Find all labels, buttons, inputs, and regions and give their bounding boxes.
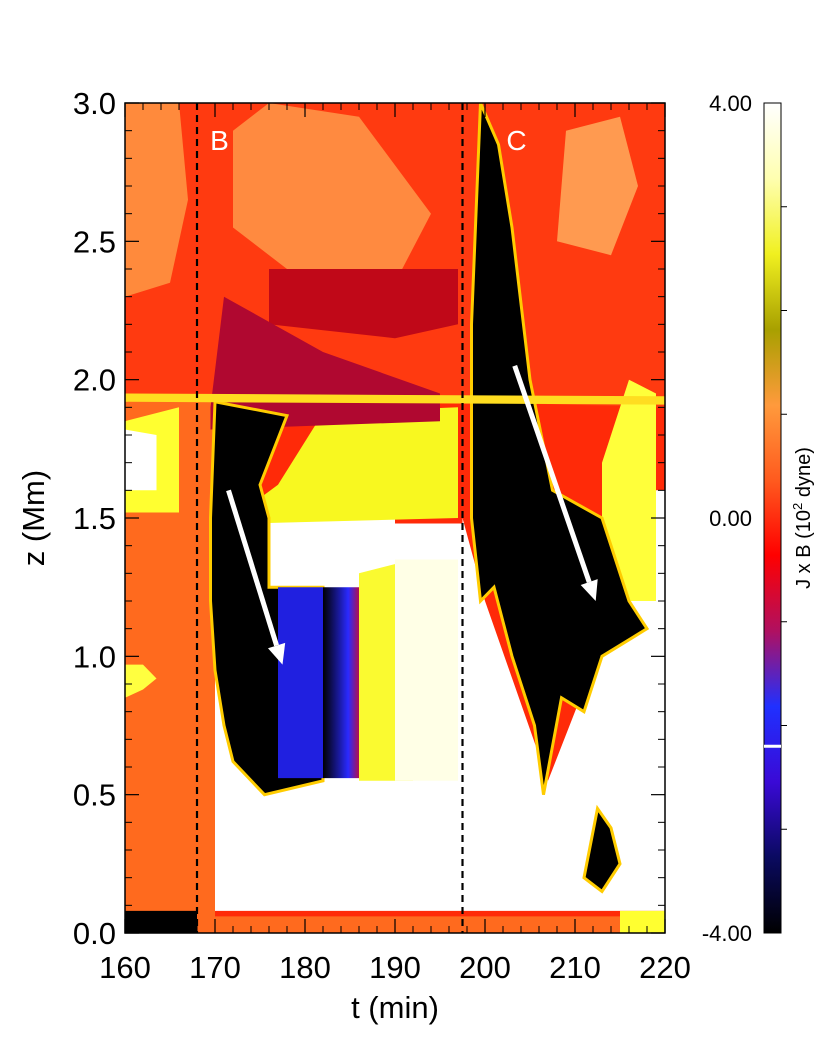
colorbar-label-text: J x B (10 [793,510,815,589]
x-tick-label: 200 [459,950,511,985]
heatmap-region [125,103,188,297]
x-tick-label: 160 [99,950,151,985]
colorbar-tick-label: -4.00 [702,921,752,946]
heatmap-region [125,429,157,491]
x-tick-label: 210 [549,950,601,985]
arrow-head [580,579,598,601]
colorbar-label-superscript: 2 [790,503,805,510]
heatmap-region [582,804,622,894]
colorbar-tick-label: 0.00 [709,506,752,531]
heatmap-region [323,587,359,779]
arrow-shaft [226,489,279,647]
trend-arrows [226,365,598,665]
arrow-head [267,642,286,665]
x-tick-label: 190 [369,950,421,985]
colorbar-label: J x B (102 dyne) [790,447,815,589]
colorbar-label-unit: dyne) [793,447,815,503]
x-axis-label: t (min) [351,990,439,1025]
heatmap-region [233,103,431,283]
y-axis-ticks: 0.0 0.5 1.0 1.5 2.0 2.5 3.0 [73,86,665,951]
y-tick-label: 1.5 [73,501,116,536]
heatmap-region [125,916,620,933]
dashed-lines [195,103,464,933]
colorbar: 4.00 0.00 -4.00 J x B (102 dyne) [702,91,815,946]
colorbar-tick-label: 4.00 [709,91,752,116]
annotation-label: B [210,125,229,156]
x-tick-label: 180 [279,950,331,985]
heatmap-region [470,103,650,795]
y-tick-label: 1.0 [73,639,116,674]
x-axis-ticks: 160 170 180 190 200 210 220 [99,103,691,985]
y-tick-label: 2.0 [73,363,116,398]
heatmap-regions [125,103,665,933]
heatmap-region [125,393,665,405]
colorbar-ticks: 4.00 0.00 -4.00 [702,91,787,946]
x-tick-label: 220 [639,950,691,985]
y-tick-label: 0.0 [73,916,116,951]
heatmap-region [620,910,665,933]
x-tick-label: 170 [189,950,241,985]
heatmap-region [395,559,458,781]
colorbar-gradient [763,102,782,934]
heatmap-region [602,379,656,601]
heatmap-region [125,664,157,698]
y-tick-label: 3.0 [73,86,116,121]
heatmap-region [278,587,323,779]
annotation-label: C [506,125,526,156]
heatmap-region [233,407,458,524]
y-tick-label: 2.5 [73,224,116,259]
arrow-shaft [512,365,592,583]
heatmap-region [557,116,638,256]
y-tick-label: 0.5 [73,778,116,813]
y-axis-label: z (Mm) [16,470,51,566]
heatmap-region [269,269,458,339]
